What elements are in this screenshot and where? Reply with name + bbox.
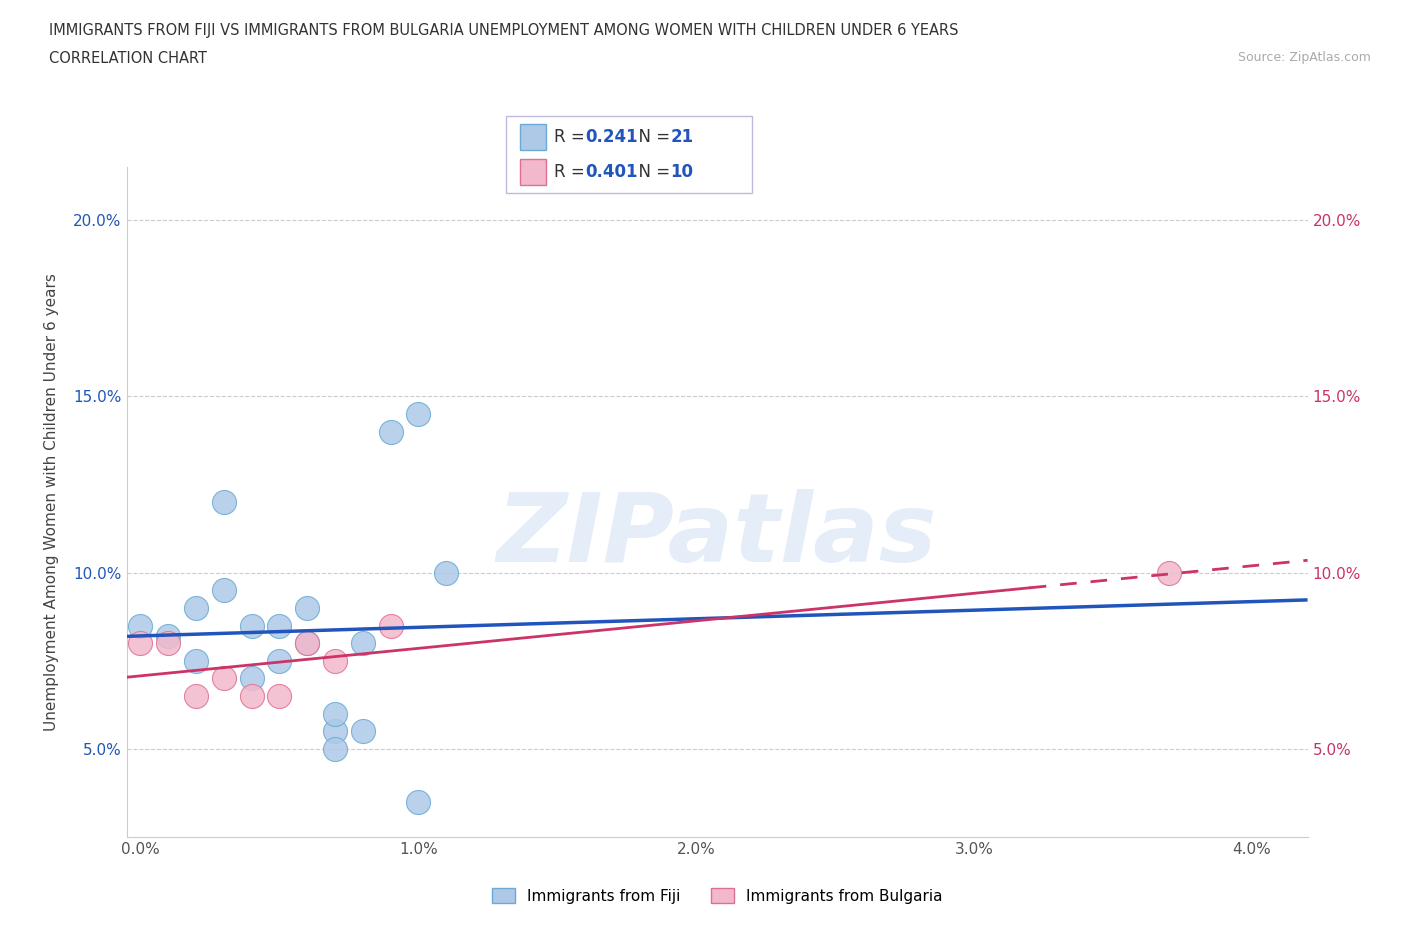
Text: N =: N = — [628, 163, 676, 181]
Point — [1157, 565, 1180, 580]
Point — [240, 688, 263, 703]
Point — [434, 565, 457, 580]
Text: N =: N = — [628, 127, 676, 146]
Point — [240, 618, 263, 633]
Text: R =: R = — [554, 163, 591, 181]
Point — [269, 688, 291, 703]
Point — [323, 706, 346, 721]
Point — [408, 794, 430, 809]
Point — [323, 654, 346, 669]
Point — [129, 636, 152, 651]
Text: ZIPatlas: ZIPatlas — [496, 489, 938, 582]
Text: Source: ZipAtlas.com: Source: ZipAtlas.com — [1237, 51, 1371, 64]
Point — [129, 618, 152, 633]
Point — [352, 724, 374, 738]
Point — [380, 424, 402, 439]
Legend: Immigrants from Fiji, Immigrants from Bulgaria: Immigrants from Fiji, Immigrants from Bu… — [485, 882, 949, 910]
Text: IMMIGRANTS FROM FIJI VS IMMIGRANTS FROM BULGARIA UNEMPLOYMENT AMONG WOMEN WITH C: IMMIGRANTS FROM FIJI VS IMMIGRANTS FROM … — [49, 23, 959, 38]
Point — [295, 636, 318, 651]
Point — [212, 671, 235, 685]
Point — [212, 495, 235, 510]
Point — [269, 654, 291, 669]
Point — [184, 654, 207, 669]
Point — [269, 618, 291, 633]
Point — [380, 618, 402, 633]
Point — [352, 636, 374, 651]
Point — [157, 629, 180, 644]
Text: 0.241: 0.241 — [585, 127, 637, 146]
Point — [323, 741, 346, 756]
Text: 21: 21 — [671, 127, 693, 146]
Text: R =: R = — [554, 127, 591, 146]
Point — [184, 601, 207, 616]
Text: 0.401: 0.401 — [585, 163, 637, 181]
Point — [295, 636, 318, 651]
Point — [157, 636, 180, 651]
Y-axis label: Unemployment Among Women with Children Under 6 years: Unemployment Among Women with Children U… — [45, 273, 59, 731]
Text: 10: 10 — [671, 163, 693, 181]
Point — [184, 688, 207, 703]
Point — [212, 583, 235, 598]
Point — [295, 601, 318, 616]
Point — [408, 406, 430, 421]
Point — [323, 724, 346, 738]
Text: CORRELATION CHART: CORRELATION CHART — [49, 51, 207, 66]
Point — [240, 671, 263, 685]
